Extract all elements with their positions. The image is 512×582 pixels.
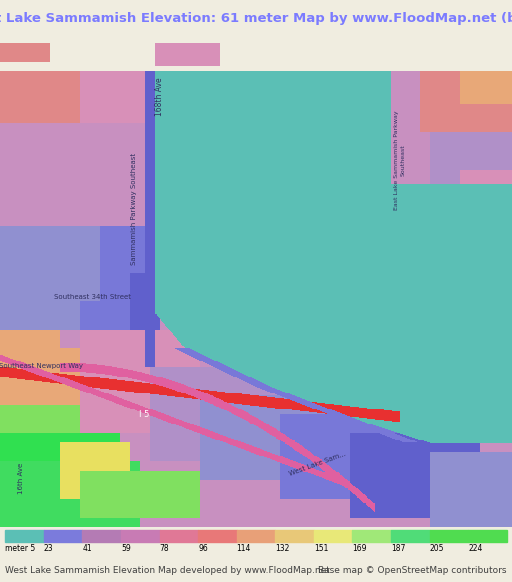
- Text: 169: 169: [352, 544, 367, 553]
- Text: 23: 23: [44, 544, 53, 553]
- Bar: [237, 530, 275, 542]
- Text: 132: 132: [275, 544, 290, 553]
- Text: 59: 59: [121, 544, 131, 553]
- Text: Sammamish Parkway Southeast: Sammamish Parkway Southeast: [131, 153, 137, 265]
- Bar: [82, 530, 121, 542]
- Text: West Lake Sammamish Elevation Map developed by www.FloodMap.net: West Lake Sammamish Elevation Map develo…: [5, 566, 330, 575]
- Text: 16th Ave: 16th Ave: [18, 463, 24, 494]
- Bar: [391, 530, 430, 542]
- Bar: [44, 530, 82, 542]
- Bar: [352, 530, 391, 542]
- Bar: [5, 530, 44, 542]
- Text: East Lake Sammamish Parkway
Southeast: East Lake Sammamish Parkway Southeast: [394, 111, 406, 210]
- Text: 78: 78: [160, 544, 169, 553]
- Text: 114: 114: [237, 544, 251, 553]
- Text: West Lake Sammamish Elevation: 61 meter Map by www.FloodMap.net (beta): West Lake Sammamish Elevation: 61 meter …: [0, 12, 512, 26]
- Text: I 5: I 5: [139, 410, 149, 419]
- Text: 151: 151: [314, 544, 328, 553]
- Bar: [430, 530, 468, 542]
- Text: 187: 187: [391, 544, 406, 553]
- Text: 96: 96: [198, 544, 208, 553]
- Bar: [198, 530, 237, 542]
- Text: West Lake Sam...: West Lake Sam...: [289, 450, 347, 477]
- Text: Southeast Newport Way: Southeast Newport Way: [0, 363, 83, 369]
- Bar: [160, 530, 198, 542]
- Text: 205: 205: [430, 544, 444, 553]
- Text: 224: 224: [468, 544, 483, 553]
- Bar: [275, 530, 314, 542]
- Text: 168th Ave: 168th Ave: [155, 77, 164, 116]
- Bar: [468, 530, 507, 542]
- Bar: [314, 530, 352, 542]
- Text: Base map © OpenStreetMap contributors: Base map © OpenStreetMap contributors: [318, 566, 507, 575]
- Bar: [121, 530, 160, 542]
- Text: meter 5: meter 5: [5, 544, 35, 553]
- Text: Southeast 34th Street: Southeast 34th Street: [54, 294, 131, 300]
- Text: 41: 41: [82, 544, 92, 553]
